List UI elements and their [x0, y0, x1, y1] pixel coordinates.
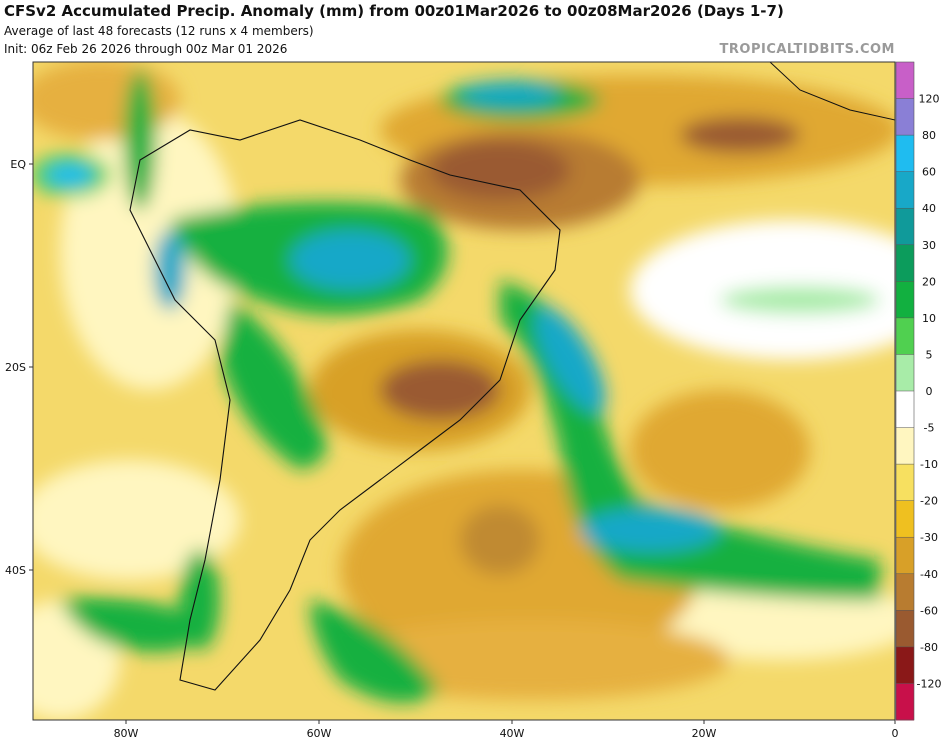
colorbar-segment: [896, 171, 914, 209]
colorbar-segment: [896, 573, 914, 611]
colorbar-segment: [896, 646, 914, 684]
colorbar: 120 80 60 40 30 20 10 5 0 -5 -10 -20 -30 -40 -60 -80 -12…: [895, 61, 942, 721]
colorbar-label: -30: [920, 531, 938, 544]
colorbar-segment: [896, 208, 914, 246]
colorbar-segment: [896, 464, 914, 502]
colorbar-label: 5: [926, 348, 933, 361]
colorbar-label: -20: [920, 495, 938, 508]
colorbar-segment: [896, 244, 914, 282]
colorbar-segment: [896, 62, 914, 100]
lon-label: 40W: [500, 727, 525, 740]
lat-label: 40S: [5, 564, 26, 577]
lon-label: 60W: [307, 727, 332, 740]
colorbar-segment: [896, 500, 914, 538]
lon-label: 0: [892, 727, 899, 740]
colorbar-label: -5: [924, 422, 935, 435]
colorbar-label: 60: [922, 166, 936, 179]
map-area: [33, 62, 895, 720]
init-text: Init: 06z Feb 26 2026 through 00z Mar 01…: [4, 42, 288, 56]
colorbar-label: 30: [922, 239, 936, 252]
colorbar-segment: [896, 427, 914, 465]
colorbar-segment: [896, 537, 914, 575]
colorbar-segment: [896, 391, 914, 429]
colorbar-label: -40: [920, 568, 938, 581]
lat-label: EQ: [10, 158, 26, 171]
credit: TROPICALTIDBITS.COM: [719, 42, 895, 57]
lon-label: 80W: [114, 727, 139, 740]
colorbar-label: 20: [922, 275, 936, 288]
lat-label: 20S: [5, 361, 26, 374]
colorbar-label: 40: [922, 202, 936, 215]
colorbar-segment: [896, 98, 914, 136]
colorbar-label: -120: [917, 677, 942, 690]
colorbar-segment: [896, 354, 914, 392]
title: CFSv2 Accumulated Precip. Anomaly (mm) f…: [4, 2, 784, 20]
colorbar-segment: [896, 683, 914, 721]
colorbar-label: -60: [920, 604, 938, 617]
axes: EQ 20S 40S 80W 60W 40W 20W 0: [5, 158, 898, 740]
colorbar-segment: [896, 317, 914, 355]
colorbar-segment: [896, 135, 914, 173]
subtitle: Average of last 48 forecasts (12 runs x …: [4, 24, 314, 38]
colorbar-label: -10: [920, 458, 938, 471]
colorbar-label: 80: [922, 129, 936, 142]
colorbar-segment: [896, 610, 914, 648]
lon-label: 20W: [692, 727, 717, 740]
colorbar-label: 10: [922, 312, 936, 325]
colorbar-label: 120: [919, 93, 940, 106]
colorbar-label: -80: [920, 641, 938, 654]
colorbar-segment: [896, 281, 914, 319]
colorbar-label: 0: [926, 385, 933, 398]
